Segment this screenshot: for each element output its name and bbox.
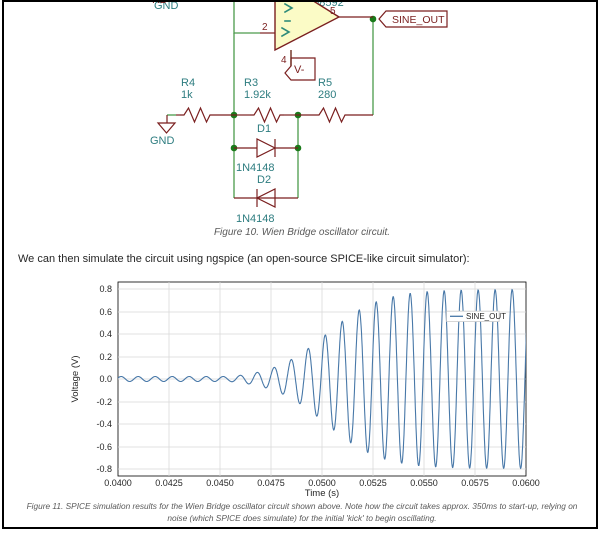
svg-text:0.0400: 0.0400 [104, 478, 132, 488]
svg-text:0.0600: 0.0600 [512, 478, 540, 488]
svg-text:D2: D2 [257, 174, 271, 186]
svg-text:0.6: 0.6 [99, 307, 112, 317]
svg-text:Voltage (V): Voltage (V) [70, 356, 81, 403]
svg-text:V-: V- [294, 64, 305, 76]
svg-text:SINE_OUT: SINE_OUT [466, 312, 506, 321]
svg-text:0.0525: 0.0525 [359, 478, 387, 488]
svg-text:0.4: 0.4 [99, 329, 112, 339]
svg-text:1N4148: 1N4148 [236, 162, 275, 174]
svg-text:0.0425: 0.0425 [155, 478, 183, 488]
svg-text:-0.8: -0.8 [96, 464, 112, 474]
svg-text:280: 280 [318, 89, 336, 101]
svg-text:-0.2: -0.2 [96, 397, 112, 407]
svg-text:GND: GND [150, 135, 175, 147]
svg-text:R4: R4 [181, 77, 195, 89]
svg-text:R5: R5 [318, 77, 332, 89]
svg-text:0.0550: 0.0550 [410, 478, 438, 488]
svg-text:0.2: 0.2 [99, 352, 112, 362]
svg-text:1N4148: 1N4148 [236, 213, 275, 225]
svg-text:0.0: 0.0 [99, 374, 112, 384]
svg-text:D1: D1 [257, 123, 271, 135]
svg-text:0.0475: 0.0475 [257, 478, 285, 488]
svg-text:5: 5 [330, 6, 336, 17]
svg-text:R3: R3 [244, 77, 258, 89]
svg-text:1.92k: 1.92k [244, 89, 271, 101]
svg-text:SINE_OUT: SINE_OUT [392, 14, 445, 26]
svg-text:Figure 10. Wien Bridge oscilla: Figure 10. Wien Bridge oscillator circui… [214, 227, 390, 237]
svg-text:R2: R2 [152, 2, 166, 6]
svg-text:-0.6: -0.6 [96, 442, 112, 452]
svg-text:2: 2 [262, 22, 268, 33]
svg-text:4: 4 [281, 55, 287, 66]
svg-text:0.0450: 0.0450 [206, 478, 234, 488]
svg-text:Time (s): Time (s) [305, 488, 339, 499]
svg-text:1k: 1k [181, 89, 193, 101]
svg-text:0.0575: 0.0575 [461, 478, 489, 488]
svg-text:0.8: 0.8 [99, 284, 112, 294]
svg-text:-0.4: -0.4 [96, 419, 112, 429]
svg-text:0.0500: 0.0500 [308, 478, 336, 488]
